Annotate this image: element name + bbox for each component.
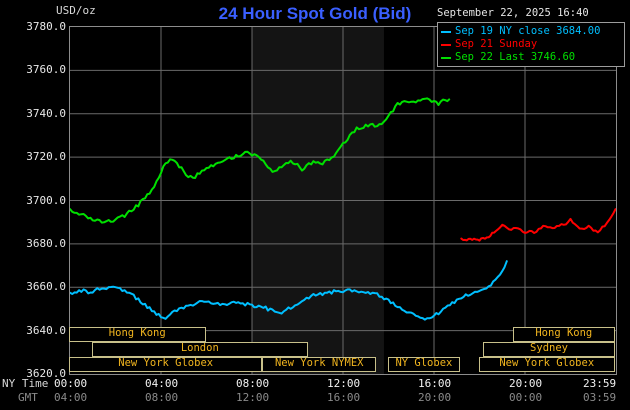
x-axis: NY Time GMT 00:00 04:00 08:00 12:00 16:00 20:…	[0, 376, 630, 410]
unit-label: USD/oz	[56, 4, 96, 17]
y-axis-tick: 3740.0	[26, 106, 66, 120]
x-axis-tick-gmt: 12:00	[236, 391, 270, 404]
y-axis-tick: 3780.0	[26, 20, 66, 33]
timestamp: September 22, 2025 16:40	[437, 7, 589, 19]
x-axis-tick-gmt: 04:00	[54, 391, 88, 404]
market-session-ny-globex: NY Globex	[387, 357, 461, 372]
series-line	[70, 260, 508, 321]
legend-item: Sep 21 Sunday	[441, 38, 621, 51]
y-axis-tick: 3680.0	[26, 236, 66, 250]
y-axis-tick: 3660.0	[26, 280, 66, 294]
legend-item: Sep 19 NY close 3684.00	[441, 25, 621, 38]
legend-swatch-icon	[441, 30, 451, 33]
x-axis-tick-ny: 23:59	[583, 377, 617, 390]
legend-swatch-icon	[441, 43, 451, 46]
x-axis-tick-gmt: 00:00	[509, 391, 543, 404]
x-axis-tick-gmt: 03:59	[583, 391, 617, 404]
series-line	[460, 208, 616, 242]
market-session-new-york-globex: New York Globex	[478, 357, 615, 372]
legend-label: Sep 21 Sunday	[455, 38, 538, 50]
plot-area	[69, 26, 617, 375]
y-axis-tick: 3640.0	[26, 323, 66, 337]
y-axis-tick: 3700.0	[26, 193, 66, 207]
x-axis-row-label-gmt: GMT	[18, 391, 38, 404]
page-title: 24 Hour Spot Gold (Bid)	[218, 4, 412, 23]
x-axis-tick-ny: 12:00	[327, 377, 361, 390]
legend-label: Sep 19 NY close 3684.00	[455, 25, 601, 37]
market-session-new-york-nymex: New York NYMEX	[262, 357, 377, 372]
x-axis-tick-gmt: 20:00	[418, 391, 452, 404]
x-axis-tick-ny: 16:00	[418, 377, 452, 390]
market-session-bars: Hong Kong London New York Globex New York N…	[69, 327, 617, 375]
market-session-london: London	[91, 342, 308, 357]
legend-label: Sep 22 Last 3746.60	[455, 51, 576, 63]
market-session-hong-kong: Hong Kong	[512, 327, 615, 342]
x-axis-tick-ny: 04:00	[145, 377, 179, 390]
y-axis-tick: 3620.0	[26, 367, 66, 380]
x-axis-tick-ny: 08:00	[236, 377, 270, 390]
legend-item: Sep 22 Last 3746.60	[441, 51, 621, 64]
market-session-new-york-globex: New York Globex	[69, 357, 263, 372]
market-session-hong-kong: Hong Kong	[69, 327, 206, 342]
y-axis-tick: 3760.0	[26, 63, 66, 77]
y-axis: 3780.0 3760.0 3740.0 3720.0 3700.0 3680.0 3660…	[0, 0, 66, 410]
legend: Sep 19 NY close 3684.00 Sep 21 Sunday Sep …	[437, 22, 625, 67]
x-axis-tick-ny: 20:00	[509, 377, 543, 390]
market-session-sydney: Sydney	[483, 342, 615, 357]
legend-swatch-icon	[441, 56, 451, 59]
x-axis-tick-gmt: 08:00	[145, 391, 179, 404]
x-axis-tick-gmt: 16:00	[327, 391, 361, 404]
x-axis-tick-ny: 00:00	[54, 377, 88, 390]
series-line	[70, 97, 451, 224]
chart-svg	[70, 27, 616, 374]
y-axis-tick: 3720.0	[26, 150, 66, 164]
x-axis-row-label-ny: NY Time	[2, 377, 49, 390]
